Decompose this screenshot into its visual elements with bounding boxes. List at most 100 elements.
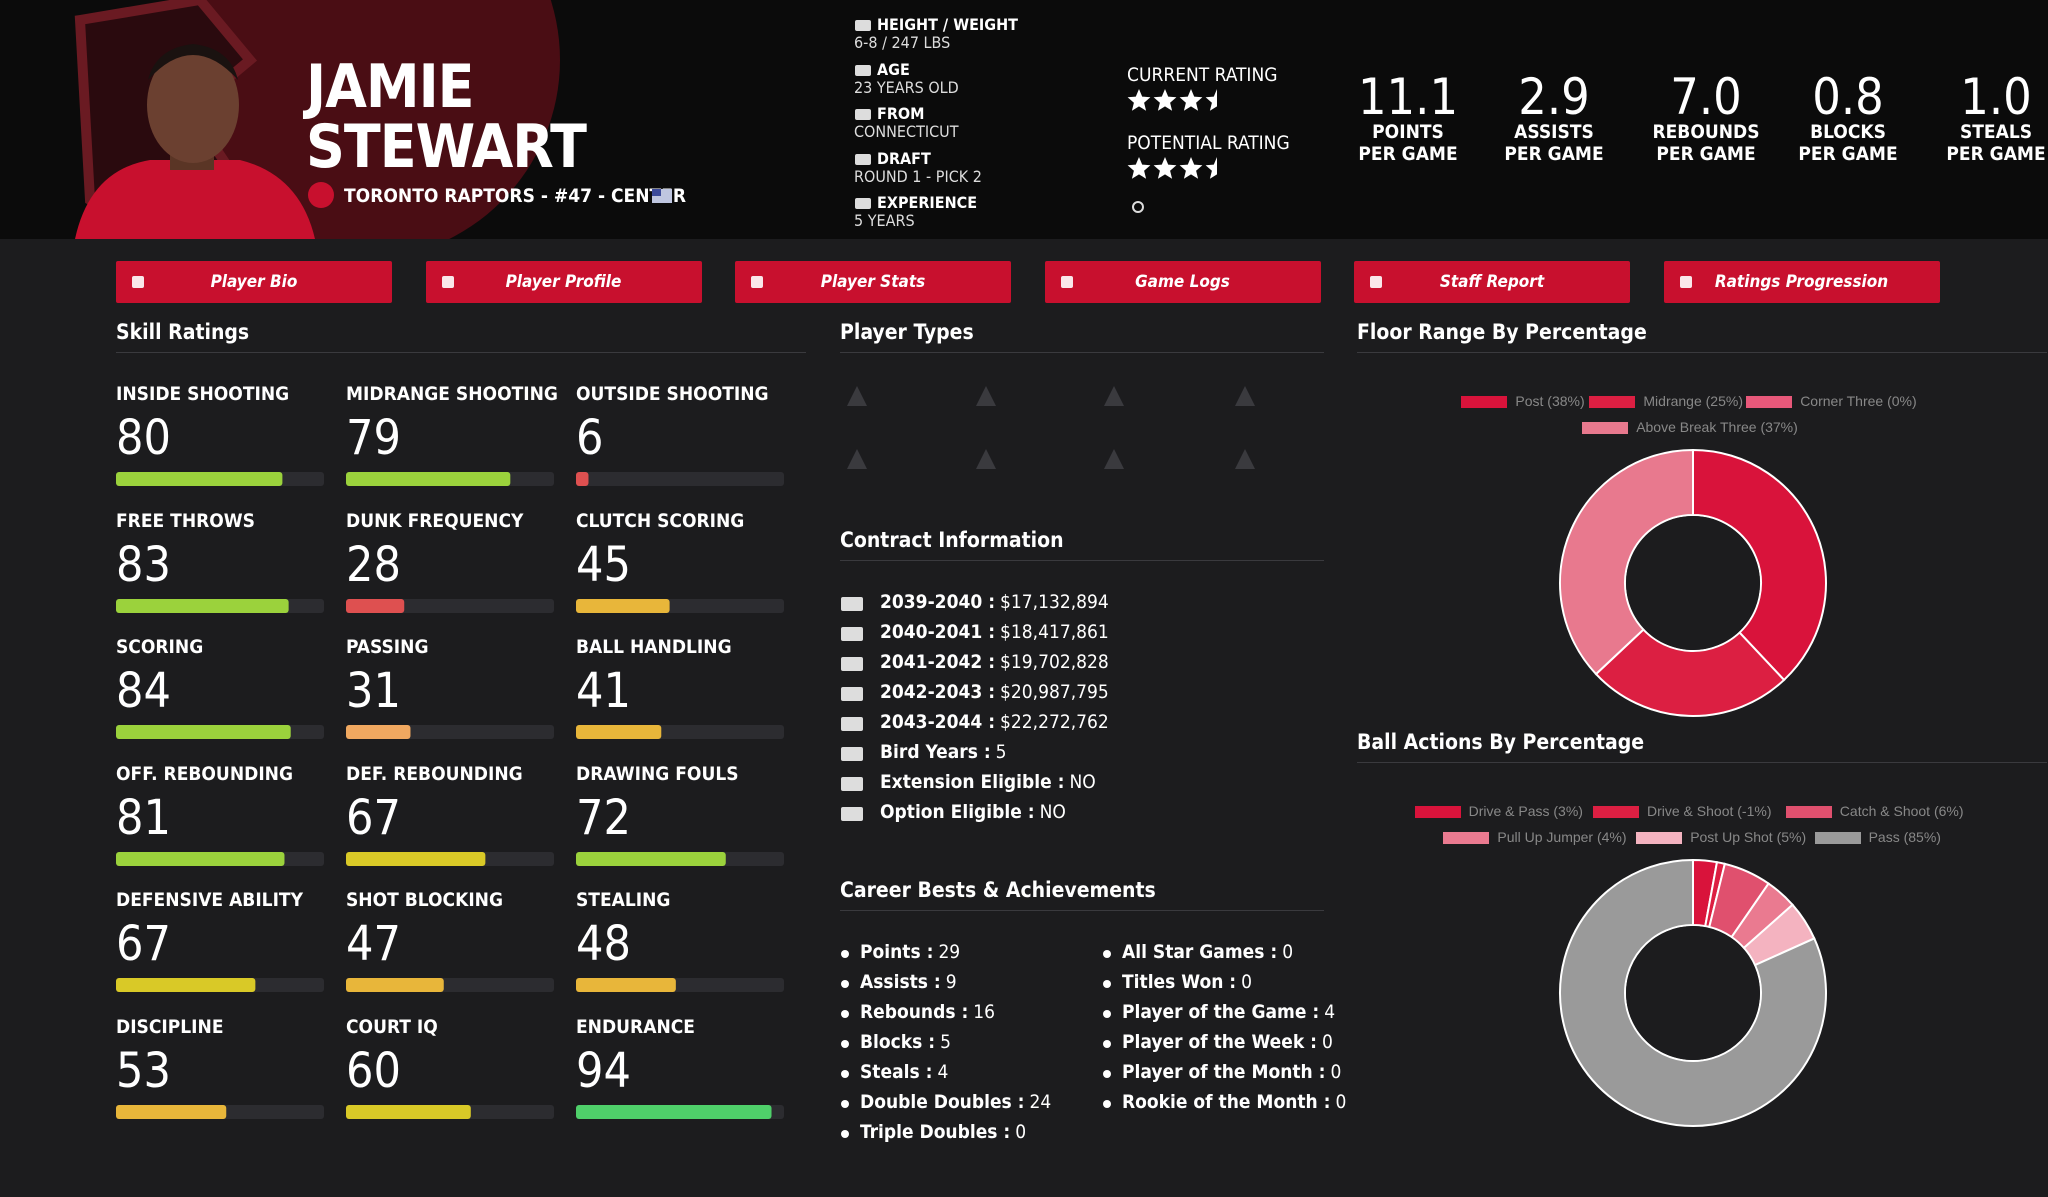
player-type-glyph xyxy=(1104,449,1124,469)
career-label: Player of the Week : xyxy=(1122,1031,1317,1053)
skill-bar xyxy=(576,851,784,866)
info-label: AGE xyxy=(877,59,910,79)
legend-swatch-box xyxy=(1582,422,1629,434)
career-line: Triple Doubles :0 xyxy=(860,1121,1026,1143)
contract-line: Extension Eligible : NO xyxy=(880,771,1096,793)
star xyxy=(1205,89,1217,111)
bullet xyxy=(841,1100,849,1108)
info-label: DRAFT xyxy=(877,148,931,168)
skill-fill xyxy=(116,851,285,866)
rating-stars xyxy=(1127,89,1217,111)
info-value: 23 YEARS OLD xyxy=(854,77,959,97)
career-label: Assists : xyxy=(860,971,941,993)
contract-icon-shape xyxy=(841,717,863,731)
legend-swatch-box xyxy=(1814,832,1861,844)
section-divider xyxy=(840,352,1324,353)
star xyxy=(1205,157,1217,179)
career-label: Double Doubles : xyxy=(860,1091,1025,1113)
player-type-glyph xyxy=(1235,386,1255,406)
career-line: Assists :9 xyxy=(860,971,957,993)
player-type-icon xyxy=(1235,386,1255,406)
nav-icon-shape xyxy=(1060,276,1073,288)
legend-swatch-box xyxy=(1414,806,1461,818)
skill-value: 80 xyxy=(116,410,171,466)
header xyxy=(0,0,2048,239)
bullet xyxy=(841,1070,849,1078)
legend-label: Post Up Shot (5%) xyxy=(1690,829,1807,845)
bullet-dot xyxy=(841,1040,849,1048)
skill-fill xyxy=(576,472,589,486)
medal-icon xyxy=(1132,201,1144,213)
legend-swatch-box xyxy=(1746,396,1793,408)
rating-label: POTENTIAL RATING xyxy=(1127,132,1290,154)
nav-button[interactable]: Player Stats xyxy=(735,261,1011,303)
contract-icon xyxy=(841,687,863,701)
legend-swatch xyxy=(1746,396,1793,408)
nav-icon-shape xyxy=(441,276,454,288)
stat-label: ASSISTS xyxy=(1514,121,1594,143)
bullet xyxy=(841,1040,849,1048)
legend-swatch-box xyxy=(1593,806,1639,818)
contract-value: $22,272,762 xyxy=(1000,711,1109,733)
nav-button[interactable]: Staff Report xyxy=(1354,261,1630,303)
career-line: Player of the Game :4 xyxy=(1122,1001,1335,1023)
nav-button[interactable]: Ratings Progression xyxy=(1663,261,1940,303)
skill-fill xyxy=(116,472,283,486)
skill-value: 31 xyxy=(346,663,401,719)
skill-track xyxy=(576,472,784,486)
nav-label: Player Stats xyxy=(820,272,926,292)
skill-bar xyxy=(346,598,554,613)
career-line: Player of the Month :0 xyxy=(1122,1061,1341,1083)
nav-icon-shape xyxy=(1370,276,1382,288)
career-value: 24 xyxy=(1029,1091,1052,1113)
contract-icon-shape xyxy=(841,687,863,701)
skill-fill xyxy=(116,725,291,739)
info-value: CONNECTICUT xyxy=(854,122,959,141)
section-divider xyxy=(840,560,1324,561)
career-value: 0 xyxy=(1015,1121,1027,1143)
nav-button[interactable]: Game Logs xyxy=(1044,261,1321,303)
skill-bar xyxy=(346,978,554,992)
info-icon-shape xyxy=(855,64,871,76)
contract-label: 2039-2040 : xyxy=(880,591,996,613)
nav-label: Staff Report xyxy=(1439,272,1545,292)
contract-label: Option Eligible : xyxy=(880,801,1035,823)
nav-label: Game Logs xyxy=(1135,272,1230,292)
stat-value: 7.0 xyxy=(1670,68,1742,126)
bullet-dot xyxy=(841,1010,849,1018)
stat-value: 1.0 xyxy=(1960,68,2032,126)
section-divider xyxy=(1357,352,2047,353)
section-title: Career Bests & Achievements xyxy=(840,878,1156,902)
legend-swatch xyxy=(1443,832,1490,844)
bullet xyxy=(1103,1070,1111,1078)
skill-value: 67 xyxy=(116,916,171,972)
info-label: FROM xyxy=(877,104,925,123)
nav-button[interactable]: Player Profile xyxy=(425,261,702,303)
skill-value: 67 xyxy=(346,789,401,846)
bullet-dot xyxy=(1103,1010,1111,1018)
donut-slice xyxy=(1559,448,1694,676)
contract-label: 2041-2042 : xyxy=(880,651,996,673)
nav-button[interactable]: Player Bio xyxy=(116,261,392,303)
contract-value: $19,702,828 xyxy=(1000,651,1109,673)
bullet-dot xyxy=(841,980,849,988)
contract-value: 5 xyxy=(995,741,1007,763)
contract-icon-shape xyxy=(841,627,863,641)
player-type-icon xyxy=(1104,386,1124,406)
flag-canton xyxy=(652,189,661,196)
nav-icon xyxy=(1060,276,1073,288)
skill-name: OUTSIDE SHOOTING xyxy=(576,383,769,405)
bullet-dot xyxy=(1103,980,1111,988)
legend-label: Drive & Pass (3%) xyxy=(1468,803,1583,819)
bullet-dot xyxy=(841,950,849,958)
skill-bar xyxy=(576,472,784,486)
contract-value: $17,132,894 xyxy=(1000,591,1109,613)
career-label: All Star Games : xyxy=(1122,941,1278,963)
skill-value: 81 xyxy=(116,789,171,846)
career-label: Triple Doubles : xyxy=(860,1121,1011,1143)
contract-icon-shape xyxy=(841,777,863,791)
legend-label: Pass (85%) xyxy=(1868,829,1941,845)
skill-value: 79 xyxy=(346,410,401,466)
career-line: Steals :4 xyxy=(860,1061,948,1083)
team-line: TORONTO RAPTORS - #47 - CENTER xyxy=(344,185,687,207)
